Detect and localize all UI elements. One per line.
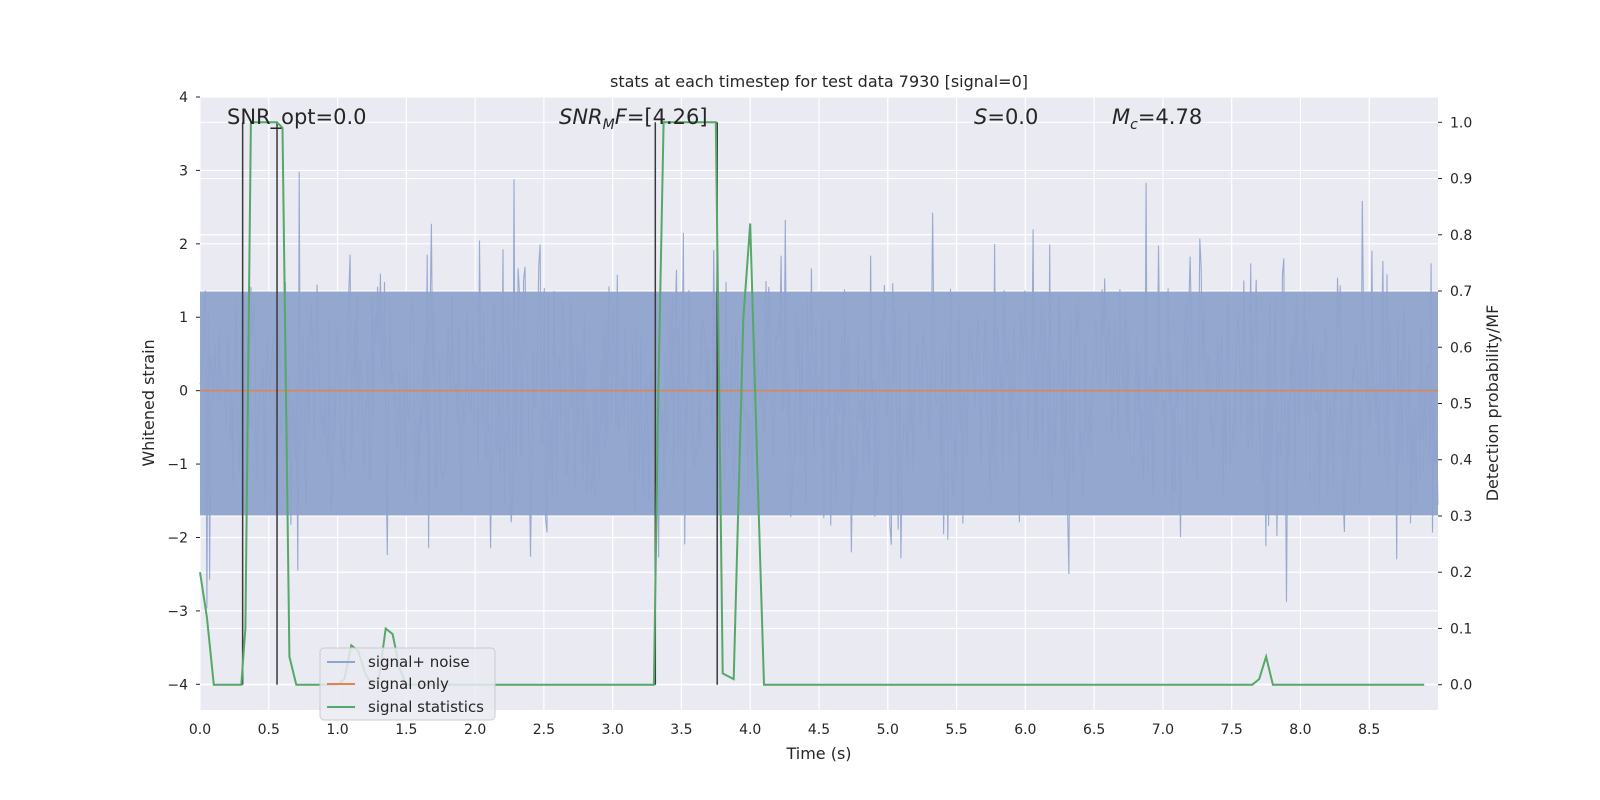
y-tick-label: 1 xyxy=(179,310,188,326)
x-tick-label: 3.0 xyxy=(602,722,624,738)
right-tick-label: 1.0 xyxy=(1450,115,1472,131)
x-tick-label: 7.0 xyxy=(1152,722,1174,738)
right-tick-label: 0.9 xyxy=(1450,172,1472,188)
right-tick-label: 0.3 xyxy=(1450,509,1472,525)
x-tick-label: 5.5 xyxy=(945,722,967,738)
x-tick-label: 0.0 xyxy=(189,722,211,738)
y-tick-label: −4 xyxy=(167,677,188,693)
right-tick-label: 0.2 xyxy=(1450,565,1472,581)
x-tick-label: 6.5 xyxy=(1083,722,1105,738)
right-tick-label: 0.0 xyxy=(1450,678,1472,694)
annotation-s: S=0.0 xyxy=(974,105,1038,129)
signal-statistics-line xyxy=(199,121,1425,687)
x-tick-label: 1.0 xyxy=(326,722,348,738)
annotation-mc-symbol: M xyxy=(1112,105,1130,129)
annotation-s-value: =0.0 xyxy=(987,105,1038,129)
right-tick-label: 0.7 xyxy=(1450,284,1472,300)
annotation-snr-mf-f: F xyxy=(615,105,628,129)
annotation-mc-subscript: c xyxy=(1130,117,1138,133)
right-tick-label: 0.5 xyxy=(1450,397,1472,413)
y-axis-label: Whitened strain xyxy=(139,339,158,466)
y-tick-label: 3 xyxy=(179,163,188,179)
x-tick-label: 7.5 xyxy=(1221,722,1243,738)
x-tick-label: 8.5 xyxy=(1358,722,1380,738)
x-tick-label: 6.0 xyxy=(1014,722,1036,738)
annotation-snr-mf-symbol: SNR xyxy=(559,105,603,129)
chart-title: stats at each timestep for test data 793… xyxy=(610,72,1028,91)
y-tick-label: 2 xyxy=(179,237,188,253)
y-axis-ticks: 4 3 2 1 0 −1 −2 −3 −4 xyxy=(167,90,200,693)
legend: signal+ noise signal only signal statist… xyxy=(319,647,496,721)
annotation-s-symbol: S xyxy=(974,105,987,129)
legend-label-signal-only: signal only xyxy=(368,675,449,693)
x-tick-label: 1.5 xyxy=(395,722,417,738)
annotation-snr-mf-value: =[4.26] xyxy=(627,105,708,129)
annotation-snr-opt: SNR_opt=0.0 xyxy=(227,105,367,130)
x-tick-label: 5.0 xyxy=(877,722,899,738)
y-tick-label: 0 xyxy=(179,384,188,400)
annotation-snr-mf: SNRMF=[4.26] xyxy=(559,105,708,133)
y-tick-label: 4 xyxy=(179,90,188,106)
annotation-mc: Mc=4.78 xyxy=(1112,105,1202,133)
noise-series xyxy=(199,171,1439,609)
noise-line xyxy=(199,171,1439,609)
right-tick-label: 0.4 xyxy=(1450,453,1472,469)
x-tick-label: 4.5 xyxy=(808,722,830,738)
y-tick-label: −3 xyxy=(167,604,188,620)
legend-box xyxy=(319,647,496,721)
right-tick-label: 0.1 xyxy=(1450,621,1472,637)
annotation-mc-value: =4.78 xyxy=(1138,105,1202,129)
right-tick-label: 0.6 xyxy=(1450,340,1472,356)
y-tick-label: −1 xyxy=(167,457,188,473)
annotation-snr-mf-subscript: M xyxy=(603,117,615,133)
legend-label-noise: signal+ noise xyxy=(368,653,470,671)
x-tick-label: 4.0 xyxy=(739,722,761,738)
x-axis-label: Time (s) xyxy=(785,744,851,763)
x-tick-label: 2.5 xyxy=(533,722,555,738)
x-tick-label: 3.5 xyxy=(670,722,692,738)
right-tick-label: 0.8 xyxy=(1450,228,1472,244)
y-tick-label: −2 xyxy=(167,530,188,546)
x-tick-label: 8.0 xyxy=(1289,722,1311,738)
x-tick-label: 0.5 xyxy=(258,722,280,738)
x-axis-ticks: 0.0 0.5 1.0 1.5 2.0 2.5 3.0 3.5 4.0 4.5 5.0 5.5 6.0 6… xyxy=(189,722,1380,738)
right-axis-ticks: 1.0 0.9 0.8 0.7 0.6 0.5 0.4 0.3 0.2 0.1 0.0 xyxy=(1438,115,1472,694)
right-axis-label: Detection probability/MF xyxy=(1483,305,1502,502)
legend-label-statistics: signal statistics xyxy=(368,698,484,716)
x-tick-label: 2.0 xyxy=(464,722,486,738)
